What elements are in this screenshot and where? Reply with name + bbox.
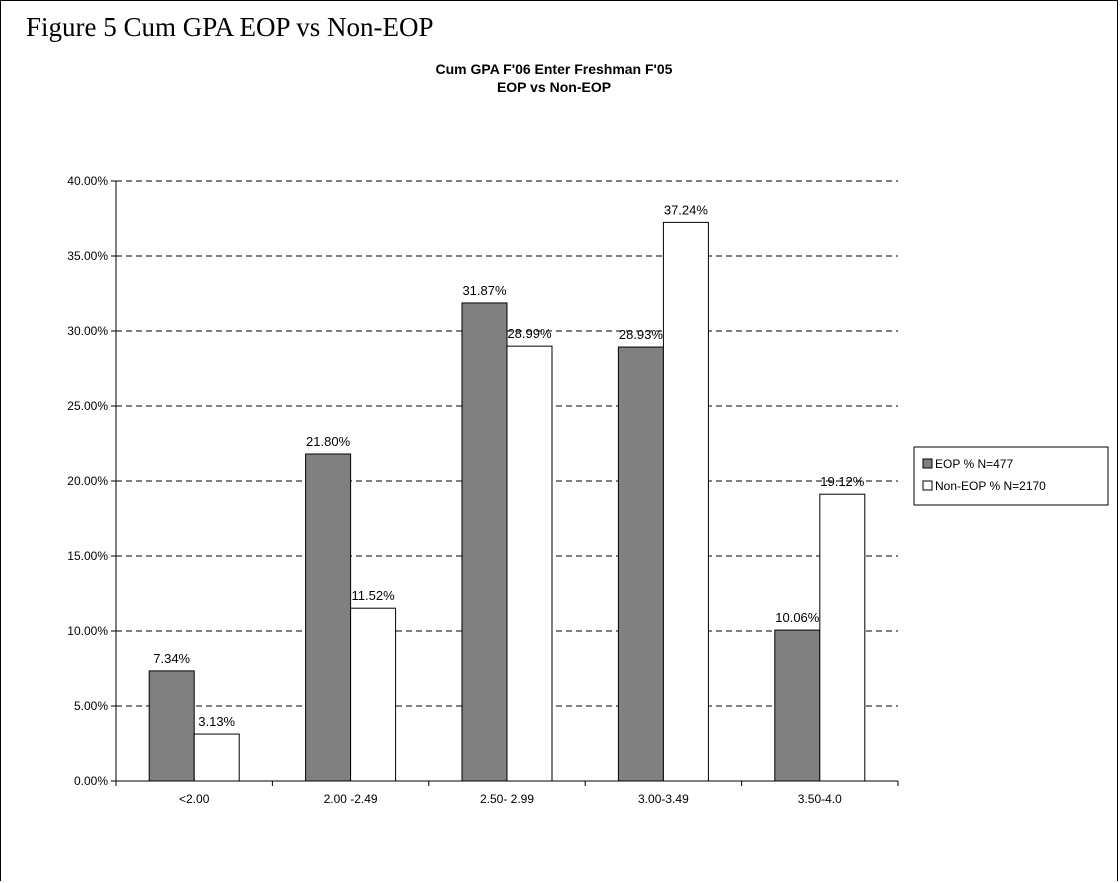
bar-eop — [617, 346, 664, 782]
y-tick-label: 5.00% — [74, 699, 108, 713]
figure-title: Figure 5 Cum GPA EOP vs Non-EOP — [26, 12, 434, 42]
y-tick-label: 40.00% — [67, 174, 108, 188]
data-label: 21.80% — [306, 434, 351, 449]
y-tick-label: 15.00% — [67, 549, 108, 563]
data-labels: 7.34% 3.13% 21.80% 11.52% 31.87% 28.99% 28.93%… — [153, 202, 865, 729]
data-label: 11.52% — [352, 588, 396, 603]
legend: EOP % N=477 Non-EOP % N=2170 — [913, 446, 1109, 506]
bar-eop — [305, 453, 352, 782]
data-label: 19.12% — [820, 474, 865, 489]
chart-subtitle: EOP vs Non-EOP — [497, 79, 611, 95]
legend-label: EOP % N=477 — [935, 457, 1013, 471]
data-label: 7.34% — [153, 651, 190, 666]
bar-eop — [774, 629, 821, 782]
bar-non-eop — [506, 345, 553, 782]
y-tick-label: 25.00% — [67, 399, 108, 413]
y-tick-label: 20.00% — [67, 474, 108, 488]
x-tick-label: 2.50- 2.99 — [480, 792, 534, 806]
data-label: 3.13% — [198, 714, 235, 729]
data-label: 28.99% — [507, 326, 552, 341]
y-tick-label: 10.00% — [67, 624, 108, 638]
bars — [148, 221, 866, 782]
data-label: 28.93% — [619, 327, 664, 342]
y-tick-label: 30.00% — [67, 324, 108, 338]
bar-non-eop — [819, 493, 866, 782]
data-label: 31.87% — [462, 283, 507, 298]
x-tick-label: 2.00 -2.49 — [324, 792, 378, 806]
legend-box — [913, 446, 1109, 506]
x-tick-label: 3.00-3.49 — [638, 792, 689, 806]
data-label: 37.24% — [664, 202, 709, 217]
bar-eop — [148, 670, 195, 782]
legend-swatch — [922, 458, 933, 469]
data-label: 10.06% — [775, 610, 820, 625]
x-tick-label: <2.00 — [179, 792, 210, 806]
bar-non-eop — [662, 221, 709, 782]
chart-title: Cum GPA F'06 Enter Freshman F'05 — [436, 61, 673, 77]
x-tick-label: 3.50-4.0 — [798, 792, 842, 806]
y-tick-label: 0.00% — [74, 774, 108, 788]
bar-non-eop — [350, 607, 397, 782]
bar-eop — [461, 302, 508, 782]
y-tick-label: 35.00% — [67, 249, 108, 263]
legend-label: Non-EOP % N=2170 — [935, 479, 1046, 493]
bar-non-eop — [193, 733, 240, 782]
legend-swatch — [922, 480, 933, 491]
axes: 0.00% 5.00% 10.00% 15.00% 20.00% 25.00% 30.00%… — [67, 174, 899, 806]
